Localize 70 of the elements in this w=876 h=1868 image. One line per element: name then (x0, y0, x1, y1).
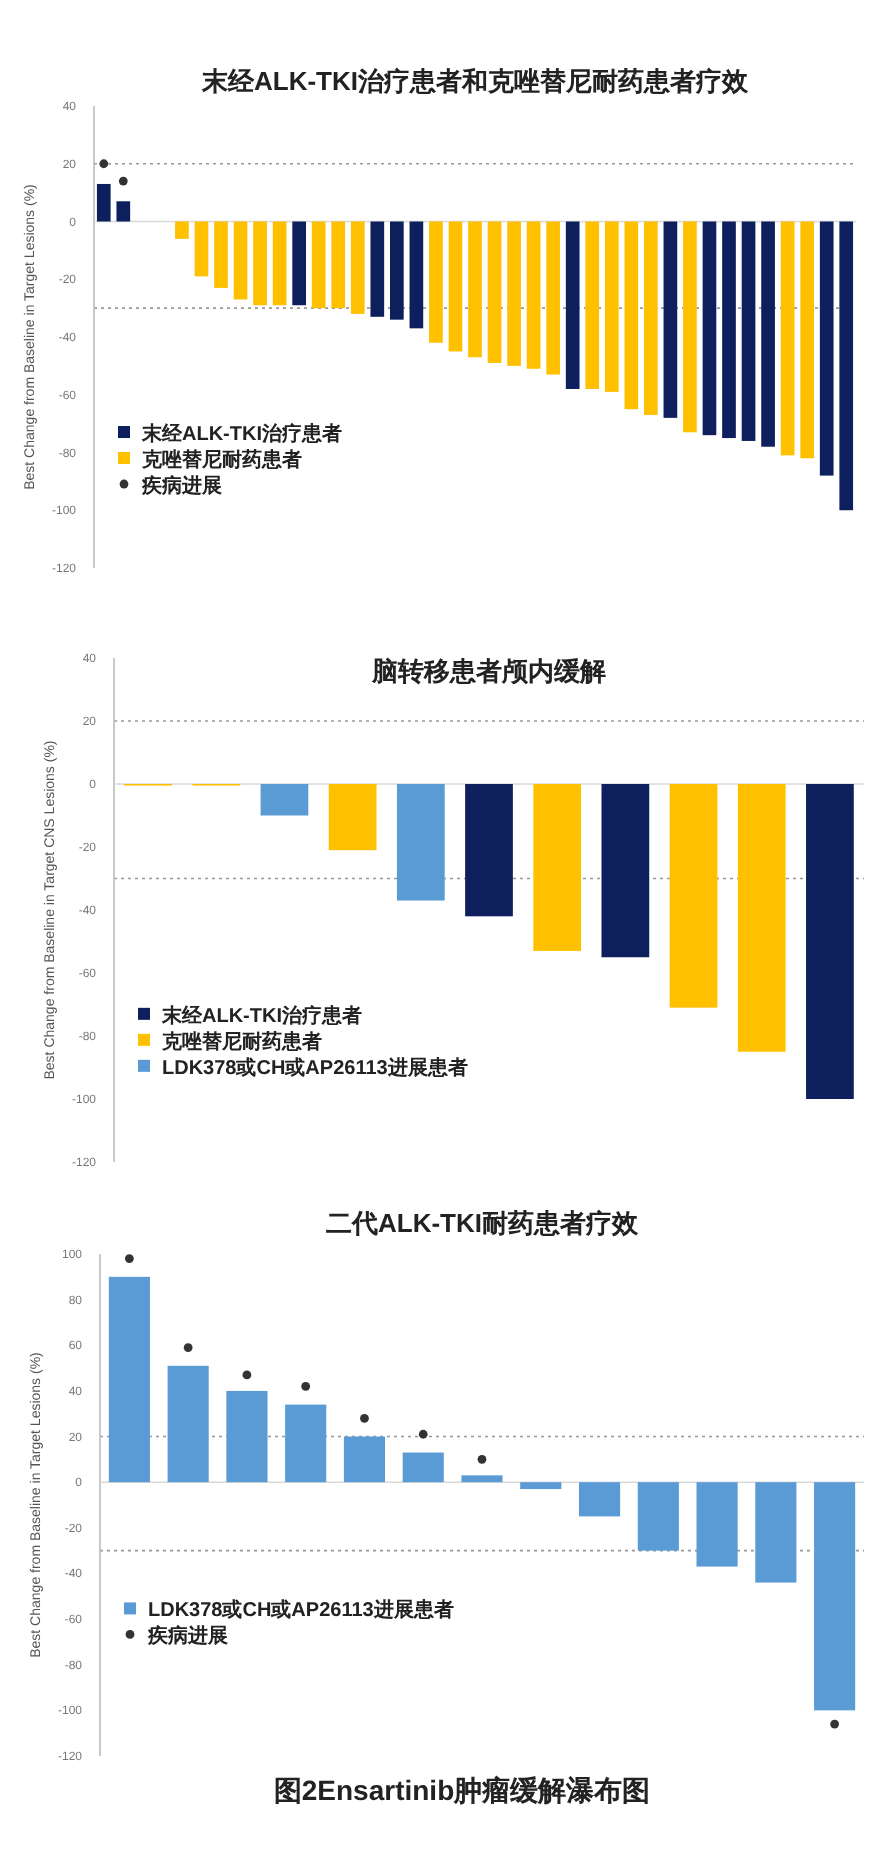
bar (585, 221, 600, 389)
bar (226, 1390, 268, 1483)
bar (526, 221, 541, 369)
bar (520, 1482, 562, 1490)
chart-title: 末经ALK-TKI治疗患者和克唑替尼耐药患者疗效 (200, 66, 750, 96)
point (124, 1254, 134, 1263)
point (183, 1343, 193, 1352)
legend-label: 克唑替尼耐药患者 (140, 448, 302, 473)
chart-title: 二代ALK-TKI耐药患者疗效 (326, 1208, 640, 1238)
bar (800, 221, 814, 459)
bar (194, 221, 209, 277)
bar (292, 221, 306, 306)
bar (96, 183, 111, 222)
bar (663, 221, 678, 418)
bar (402, 1452, 444, 1483)
bar (578, 1482, 621, 1517)
bar (370, 221, 385, 317)
bar (741, 221, 756, 441)
bar (272, 221, 287, 306)
point (301, 1381, 311, 1391)
legend-label: LDK378或CH或AP26113进展患者 (162, 1055, 468, 1080)
point (830, 1719, 840, 1729)
bar (683, 221, 697, 433)
bar (343, 1436, 386, 1483)
bar (722, 221, 736, 439)
bar (487, 221, 502, 363)
bar (637, 1482, 679, 1551)
point (360, 1413, 369, 1423)
bar (448, 221, 463, 352)
bar (116, 201, 131, 222)
point (242, 1370, 252, 1380)
legend-label: 疾病进展 (146, 1624, 228, 1649)
bar (390, 221, 404, 320)
bar (780, 221, 795, 456)
bar (253, 221, 267, 306)
bar (429, 221, 443, 343)
legend-label: 末经ALK-TKI治疗患者 (160, 1003, 362, 1028)
bar (814, 1482, 856, 1711)
chart-title: 脑转移患者颅内缓解 (370, 656, 606, 686)
point (477, 1454, 487, 1464)
bar (696, 1482, 738, 1567)
legend-label: 克唑替尼耐药患者 (160, 1029, 322, 1054)
bar (311, 221, 326, 309)
bar (819, 221, 834, 476)
bar (565, 221, 580, 389)
bar (409, 221, 424, 329)
bar (761, 221, 775, 447)
bar (546, 221, 560, 375)
bar (644, 221, 658, 415)
legend-label: 末经ALK-TKI治疗患者 (140, 422, 342, 447)
bar (461, 1475, 503, 1483)
bar (468, 221, 482, 358)
bar (167, 1365, 209, 1483)
bar (702, 221, 717, 436)
bar (331, 221, 346, 309)
bar (108, 1276, 150, 1483)
legend-label: 疾病进展 (140, 474, 222, 499)
caption: 图2Ensartinib肿瘤缓解瀑布图 (273, 1774, 651, 1806)
bar (175, 221, 189, 239)
bar (507, 221, 521, 366)
bar (604, 221, 619, 392)
bar (214, 221, 228, 288)
bar (755, 1482, 797, 1583)
point (418, 1429, 428, 1439)
bar (839, 221, 854, 511)
bar (233, 221, 248, 300)
bar (350, 221, 365, 314)
bar (624, 221, 639, 410)
bar (285, 1404, 327, 1483)
legend-label: LDK378或CH或AP26113进展患者 (148, 1598, 454, 1623)
